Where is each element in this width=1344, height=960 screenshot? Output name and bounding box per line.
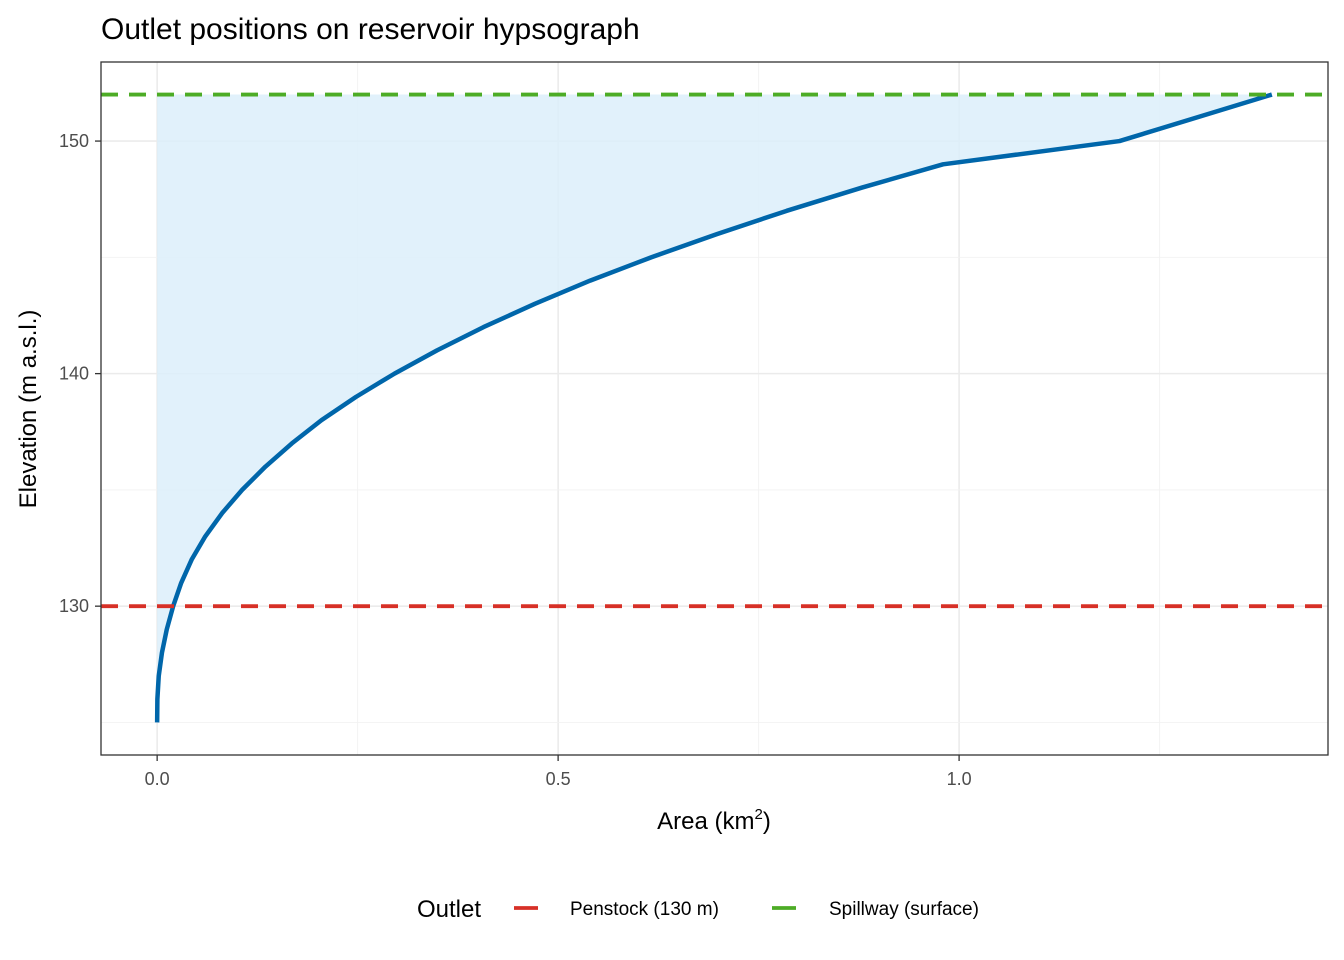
plot-border bbox=[100, 61, 1329, 756]
x-axis-title-main: Area (km bbox=[657, 808, 754, 835]
x-axis-title-end: ) bbox=[763, 808, 771, 835]
x-tick-label: 0.0 bbox=[145, 769, 170, 789]
y-tick-label: 130 bbox=[59, 596, 89, 616]
reference-lines bbox=[101, 92, 1328, 609]
y-axis-title: Elevation (m a.s.l.) bbox=[15, 310, 42, 509]
x-tick-label: 0.5 bbox=[546, 769, 571, 789]
x-axis: 0.0 0.5 1.0 bbox=[145, 755, 972, 789]
x-axis-title-superscript: 2 bbox=[755, 806, 763, 823]
y-tick-label: 150 bbox=[59, 131, 89, 151]
x-axis-title: Area (km2) bbox=[657, 806, 771, 835]
series-layer bbox=[154, 92, 1273, 723]
x-tick-label: 1.0 bbox=[947, 769, 972, 789]
series-line bbox=[154, 92, 1273, 723]
legend-title: Outlet bbox=[417, 896, 481, 923]
series-area-fill bbox=[157, 94, 1272, 723]
legend: Outlet Penstock (130 m) Spillway (surface… bbox=[417, 896, 979, 923]
y-tick-label: 140 bbox=[59, 364, 89, 384]
legend-label-1: Penstock (130 m) bbox=[570, 899, 719, 920]
chart-title: Outlet positions on reservoir hypsograph bbox=[101, 13, 640, 46]
legend-label-2: Spillway (surface) bbox=[829, 899, 979, 920]
y-axis: 130 140 150 bbox=[59, 131, 101, 616]
